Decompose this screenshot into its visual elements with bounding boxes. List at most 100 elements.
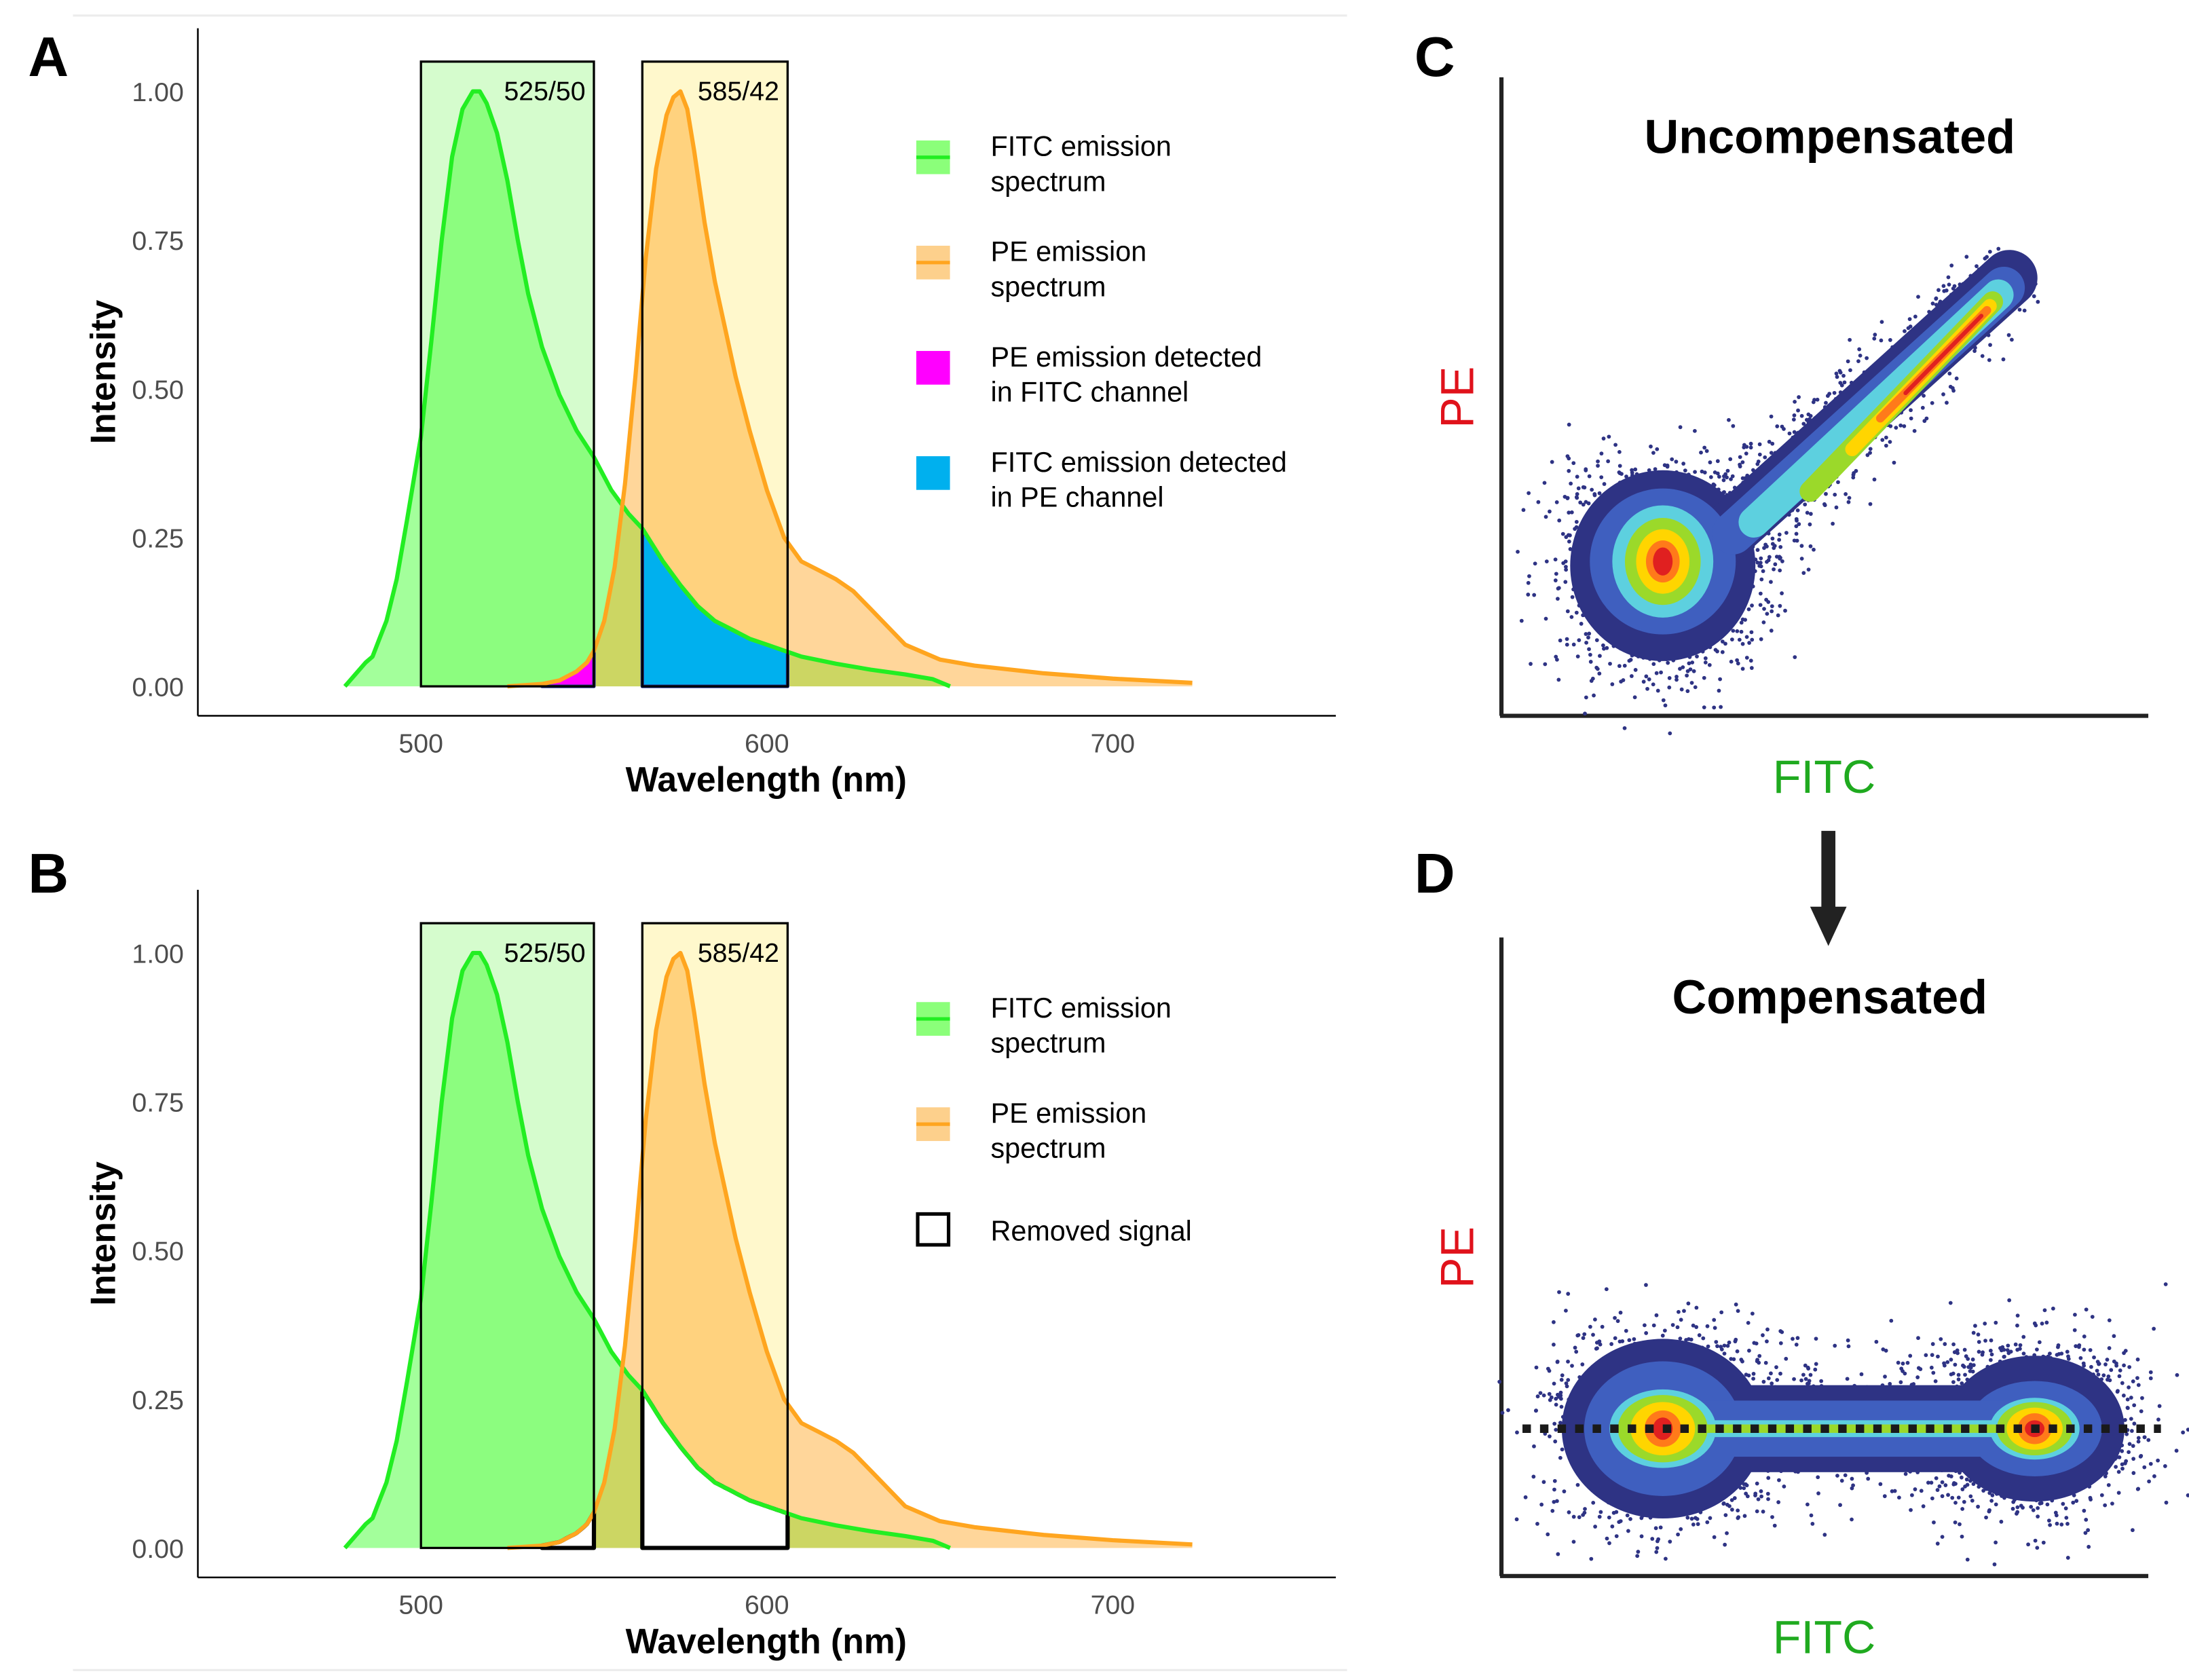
event-dot	[1526, 593, 1531, 597]
legend-swatch	[916, 1212, 951, 1247]
legend-label: FITC emission	[991, 992, 1172, 1024]
event-dot	[2015, 1505, 2020, 1510]
event-dot	[1960, 1381, 1964, 1385]
event-dot	[1586, 501, 1591, 506]
event-dot	[1942, 1363, 1947, 1368]
event-dot	[1965, 1557, 1970, 1562]
event-dot	[1775, 424, 1780, 428]
event-dot	[2042, 1308, 2047, 1313]
event-dot	[1663, 703, 1668, 708]
event-dot	[1579, 622, 1584, 626]
event-dot	[1902, 424, 1907, 428]
event-dot	[1733, 1339, 1738, 1344]
event-dot	[1742, 445, 1746, 449]
event-dot	[1588, 652, 1592, 657]
fitc-emission-line	[343, 89, 951, 688]
event-dot	[1744, 1483, 1749, 1488]
event-dot	[2066, 1357, 2071, 1361]
event-dot	[1707, 662, 1712, 667]
event-dot	[1778, 1341, 1783, 1345]
event-dot	[1943, 1342, 1947, 1346]
event-dot	[1584, 640, 1588, 645]
event-dot	[1708, 475, 1713, 479]
event-dot	[1552, 1381, 1556, 1386]
event-dot	[1552, 1478, 1557, 1483]
event-dot	[1598, 654, 1602, 658]
event-dot	[1715, 1344, 1719, 1349]
event-dot	[1591, 1500, 1596, 1505]
event-dot	[2146, 1438, 2151, 1442]
event-dot	[1865, 453, 1870, 458]
event-dot	[1751, 1372, 1756, 1376]
pe-emission-line	[507, 950, 1193, 1550]
event-dot	[2010, 1506, 2015, 1511]
event-dot	[1649, 444, 1653, 449]
event-dot	[1554, 654, 1558, 659]
event-dot	[1778, 603, 1782, 608]
event-dot	[1918, 1367, 1923, 1371]
event-dot	[1749, 666, 1754, 670]
event-dot	[1554, 1402, 1558, 1407]
event-dot	[2081, 1361, 2086, 1366]
event-dot	[1639, 1534, 1644, 1539]
event-dot	[2032, 1321, 2037, 1326]
event-dot	[1688, 667, 1693, 672]
event-dot	[1683, 468, 1687, 473]
event-dot	[1556, 1552, 1560, 1556]
event-dot	[1766, 558, 1771, 563]
event-dot	[1776, 1500, 1780, 1504]
event-dot	[1564, 565, 1568, 569]
event-dot	[2092, 1355, 2096, 1360]
event-dot	[1751, 1377, 1755, 1381]
event-dot	[2103, 1474, 2108, 1478]
y-tick-label: 0.25	[132, 1385, 183, 1415]
event-dot	[1577, 1515, 1582, 1520]
event-dot	[1618, 1310, 1623, 1315]
event-dot	[1940, 1494, 1945, 1499]
event-dot	[1948, 1301, 1953, 1305]
event-dot	[1764, 597, 1769, 602]
event-dot	[1888, 424, 1893, 428]
event-dot	[1701, 1336, 1706, 1341]
event-dot	[2163, 1464, 2167, 1468]
event-dot	[1783, 608, 1787, 613]
event-dot	[2120, 1381, 2125, 1385]
event-dot	[1908, 1354, 1913, 1358]
event-dot	[1563, 559, 1568, 564]
event-dot	[1526, 580, 1531, 585]
legend-label: spectrum	[991, 1028, 1106, 1059]
event-dot	[1757, 563, 1762, 568]
event-dot	[1727, 1340, 1732, 1345]
event-dot	[1909, 408, 1913, 413]
event-dot	[1571, 642, 1576, 647]
event-dot	[1543, 616, 1548, 621]
event-dot	[1747, 641, 1751, 645]
event-dot	[1894, 426, 1898, 430]
event-dot	[1832, 390, 1837, 395]
event-dot	[1758, 561, 1763, 565]
event-dot	[1916, 295, 1920, 299]
event-dot	[2021, 1351, 2026, 1356]
event-dot	[1761, 1379, 1766, 1384]
event-dot	[1748, 445, 1753, 450]
event-dot	[1763, 455, 1767, 460]
event-dot	[1937, 1484, 1942, 1489]
event-dot	[1645, 686, 1649, 691]
event-dot	[1570, 595, 1575, 599]
event-dot	[1780, 1330, 1784, 1334]
event-dot	[1719, 1347, 1724, 1351]
event-dot	[1770, 1515, 1774, 1519]
event-dot	[1702, 705, 1706, 710]
event-dot	[1808, 522, 1812, 527]
event-dot	[1777, 1478, 1781, 1482]
event-dot	[1960, 1507, 1965, 1511]
event-dot	[1678, 425, 1683, 430]
event-dot	[1714, 1340, 1719, 1344]
event-dot	[1755, 560, 1760, 565]
event-dot	[1990, 1493, 1995, 1497]
event-dot	[1558, 1390, 1563, 1395]
event-dot	[1988, 343, 1992, 348]
event-dot	[1568, 547, 1573, 551]
event-dot	[1567, 422, 1571, 427]
legend-label: spectrum	[991, 166, 1106, 197]
